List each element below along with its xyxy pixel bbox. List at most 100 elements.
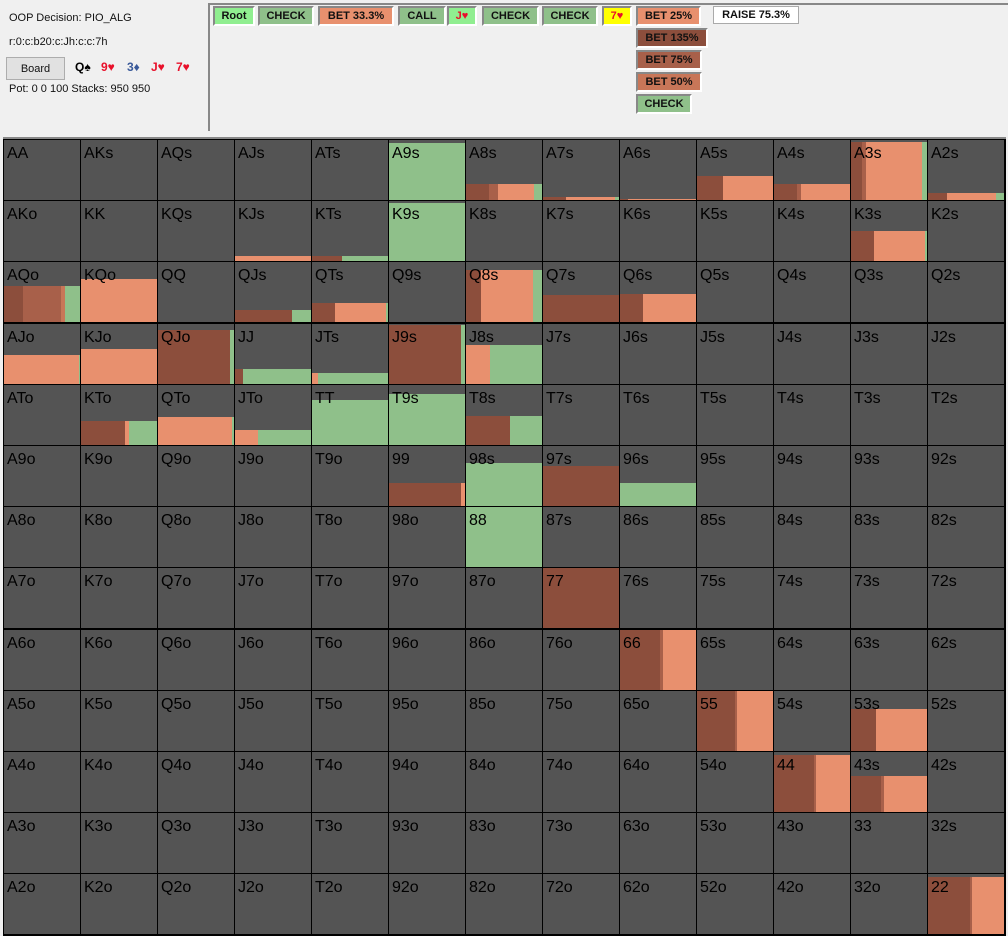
hand-cell-99[interactable]: 99 xyxy=(389,446,465,506)
hand-cell-Q3o[interactable]: Q3o xyxy=(158,813,234,874)
hand-cell-94s[interactable]: 94s xyxy=(774,446,850,506)
hand-cell-94o[interactable]: 94o xyxy=(389,752,465,812)
hand-cell-86o[interactable]: 86o xyxy=(466,629,542,690)
hand-cell-93o[interactable]: 93o xyxy=(389,813,465,874)
hand-cell-KJo[interactable]: KJo xyxy=(81,323,157,384)
hand-cell-A8o[interactable]: A8o xyxy=(4,507,80,568)
hand-cell-84o[interactable]: 84o xyxy=(466,752,542,812)
hand-cell-77[interactable]: 77 xyxy=(543,568,619,629)
hand-cell-Q5s[interactable]: Q5s xyxy=(697,262,773,323)
hand-cell-JTs[interactable]: JTs xyxy=(312,323,388,384)
hand-cell-97o[interactable]: 97o xyxy=(389,568,465,629)
hand-cell-Q8s[interactable]: Q8s xyxy=(466,262,542,323)
action-option-bet-50-[interactable]: BET 50% xyxy=(636,72,702,92)
hand-cell-55[interactable]: 55 xyxy=(697,690,773,751)
hand-cell-53s[interactable]: 53s xyxy=(851,690,927,751)
hand-cell-AKs[interactable]: AKs xyxy=(81,140,157,200)
hand-cell-AJs[interactable]: AJs xyxy=(235,140,311,200)
hand-cell-A3s[interactable]: A3s xyxy=(851,140,927,200)
tree-node-1[interactable]: CHECK xyxy=(258,6,314,26)
hand-cell-J5s[interactable]: J5s xyxy=(697,323,773,384)
hand-cell-ATs[interactable]: ATs xyxy=(312,140,388,200)
tree-node-9[interactable]: RAISE 75.3% xyxy=(713,6,799,24)
hand-cell-K5o[interactable]: K5o xyxy=(81,690,157,751)
hand-cell-T7o[interactable]: T7o xyxy=(312,568,388,629)
action-option-bet-135-[interactable]: BET 135% xyxy=(636,28,708,48)
tree-node-6[interactable]: CHECK xyxy=(542,6,598,26)
hand-cell-T6s[interactable]: T6s xyxy=(620,384,696,445)
hand-cell-Q4s[interactable]: Q4s xyxy=(774,262,850,323)
hand-cell-83o[interactable]: 83o xyxy=(466,813,542,874)
hand-cell-42s[interactable]: 42s xyxy=(928,752,1004,812)
hand-cell-KJs[interactable]: KJs xyxy=(235,201,311,262)
hand-cell-K8s[interactable]: K8s xyxy=(466,201,542,262)
hand-cell-T6o[interactable]: T6o xyxy=(312,629,388,690)
hand-cell-J2s[interactable]: J2s xyxy=(928,323,1004,384)
hand-cell-53o[interactable]: 53o xyxy=(697,813,773,874)
hand-cell-A9o[interactable]: A9o xyxy=(4,446,80,506)
tree-node-0[interactable]: Root xyxy=(213,6,255,26)
hand-cell-76s[interactable]: 76s xyxy=(620,568,696,629)
hand-cell-Q9o[interactable]: Q9o xyxy=(158,446,234,506)
hand-cell-Q2o[interactable]: Q2o xyxy=(158,874,234,935)
hand-cell-A6s[interactable]: A6s xyxy=(620,140,696,200)
hand-cell-K4s[interactable]: K4s xyxy=(774,201,850,262)
hand-cell-98s[interactable]: 98s xyxy=(466,446,542,506)
hand-cell-92s[interactable]: 92s xyxy=(928,446,1004,506)
hand-cell-54o[interactable]: 54o xyxy=(697,752,773,812)
hand-cell-22[interactable]: 22 xyxy=(928,874,1004,935)
hand-cell-Q3s[interactable]: Q3s xyxy=(851,262,927,323)
hand-cell-52o[interactable]: 52o xyxy=(697,874,773,935)
hand-cell-AQs[interactable]: AQs xyxy=(158,140,234,200)
hand-cell-42o[interactable]: 42o xyxy=(774,874,850,935)
hand-cell-74s[interactable]: 74s xyxy=(774,568,850,629)
hand-cell-65s[interactable]: 65s xyxy=(697,629,773,690)
hand-cell-K3o[interactable]: K3o xyxy=(81,813,157,874)
hand-cell-A2s[interactable]: A2s xyxy=(928,140,1004,200)
hand-cell-63o[interactable]: 63o xyxy=(620,813,696,874)
action-option-check[interactable]: CHECK xyxy=(636,94,692,114)
hand-cell-43o[interactable]: 43o xyxy=(774,813,850,874)
hand-cell-AKo[interactable]: AKo xyxy=(4,201,80,262)
hand-cell-85o[interactable]: 85o xyxy=(466,690,542,751)
hand-cell-65o[interactable]: 65o xyxy=(620,690,696,751)
hand-cell-QJs[interactable]: QJs xyxy=(235,262,311,323)
hand-cell-62o[interactable]: 62o xyxy=(620,874,696,935)
hand-cell-82s[interactable]: 82s xyxy=(928,507,1004,568)
hand-cell-73s[interactable]: 73s xyxy=(851,568,927,629)
hand-cell-75o[interactable]: 75o xyxy=(543,690,619,751)
hand-cell-64s[interactable]: 64s xyxy=(774,629,850,690)
hand-cell-T5s[interactable]: T5s xyxy=(697,384,773,445)
hand-cell-84s[interactable]: 84s xyxy=(774,507,850,568)
hand-cell-J3o[interactable]: J3o xyxy=(235,813,311,874)
hand-cell-J6s[interactable]: J6s xyxy=(620,323,696,384)
hand-cell-KQo[interactable]: KQo xyxy=(81,262,157,323)
hand-cell-QJo[interactable]: QJo xyxy=(158,323,234,384)
tree-node-7[interactable]: 7♥ xyxy=(602,6,632,26)
hand-cell-J5o[interactable]: J5o xyxy=(235,690,311,751)
hand-cell-K5s[interactable]: K5s xyxy=(697,201,773,262)
tree-node-3[interactable]: CALL xyxy=(398,6,446,26)
tree-node-2[interactable]: BET 33.3% xyxy=(318,6,394,26)
hand-cell-86s[interactable]: 86s xyxy=(620,507,696,568)
hand-cell-K9o[interactable]: K9o xyxy=(81,446,157,506)
hand-cell-T4o[interactable]: T4o xyxy=(312,752,388,812)
hand-cell-92o[interactable]: 92o xyxy=(389,874,465,935)
tree-node-5[interactable]: CHECK xyxy=(482,6,539,26)
hand-cell-T7s[interactable]: T7s xyxy=(543,384,619,445)
hand-cell-J6o[interactable]: J6o xyxy=(235,629,311,690)
hand-cell-95s[interactable]: 95s xyxy=(697,446,773,506)
hand-cell-A8s[interactable]: A8s xyxy=(466,140,542,200)
hand-cell-AQo[interactable]: AQo xyxy=(4,262,80,323)
hand-cell-K6s[interactable]: K6s xyxy=(620,201,696,262)
hand-cell-66[interactable]: 66 xyxy=(620,629,696,690)
hand-cell-QTo[interactable]: QTo xyxy=(158,384,234,445)
hand-cell-43s[interactable]: 43s xyxy=(851,752,927,812)
hand-cell-KK[interactable]: KK xyxy=(81,201,157,262)
hand-cell-T8s[interactable]: T8s xyxy=(466,384,542,445)
hand-cell-Q7o[interactable]: Q7o xyxy=(158,568,234,629)
hand-cell-76o[interactable]: 76o xyxy=(543,629,619,690)
hand-cell-K7s[interactable]: K7s xyxy=(543,201,619,262)
hand-cell-96s[interactable]: 96s xyxy=(620,446,696,506)
hand-cell-QTs[interactable]: QTs xyxy=(312,262,388,323)
